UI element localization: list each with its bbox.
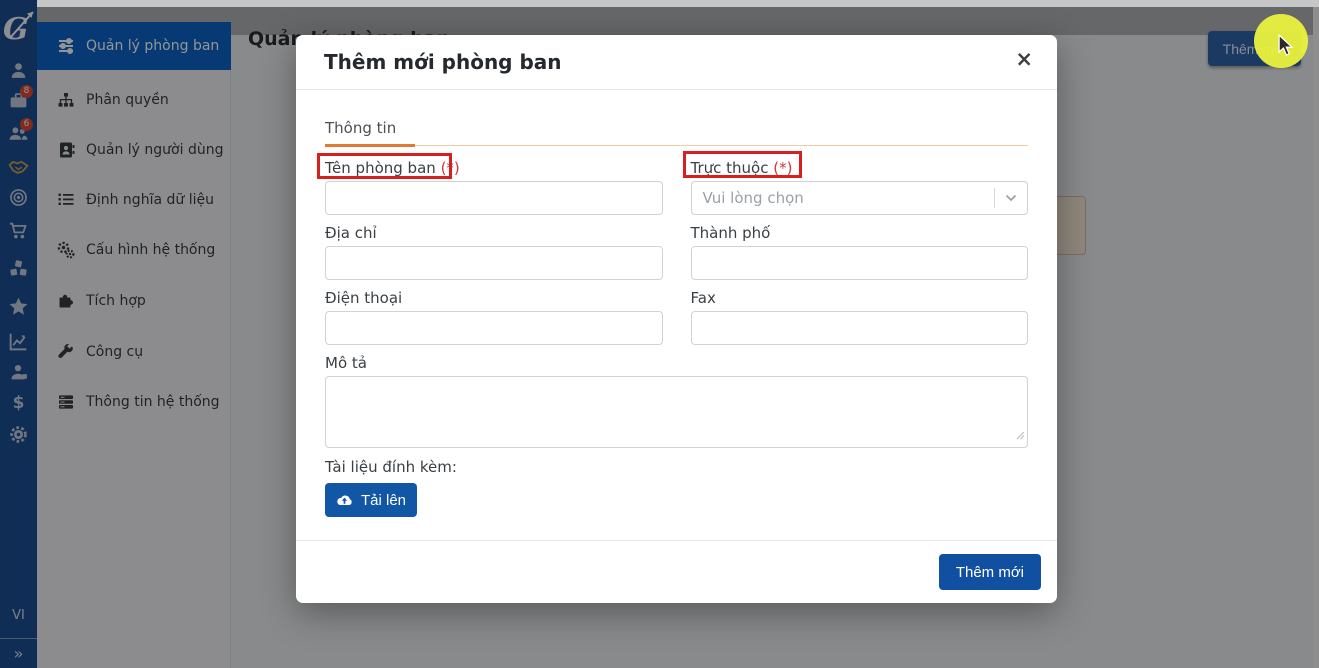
user-tie-icon[interactable] bbox=[8, 362, 29, 383]
truc-thuoc-select[interactable]: Vui lòng chọn bbox=[690, 181, 1028, 215]
field-label-ten-phong-ban: Tên phòng ban (*) bbox=[325, 159, 663, 177]
collapse-sidebar-button[interactable]: » bbox=[13, 644, 24, 663]
sidebar-item-label: Định nghĩa dữ liệu bbox=[86, 192, 214, 208]
badge-count: 6 bbox=[20, 118, 33, 131]
attachment-label: Tài liệu đính kèm: bbox=[325, 458, 457, 476]
top-header-band bbox=[37, 7, 1319, 35]
gear-icon[interactable] bbox=[8, 424, 29, 445]
field-label-dia-chi: Địa chỉ bbox=[325, 224, 377, 242]
scrollbar[interactable] bbox=[1313, 0, 1319, 668]
sidebar-item-thong-tin-he-thong[interactable]: Thông tin hệ thống bbox=[37, 378, 231, 426]
dien-thoai-input[interactable] bbox=[325, 311, 663, 345]
handshake-icon[interactable] bbox=[8, 156, 29, 177]
submit-button[interactable]: Thêm mới bbox=[938, 554, 1041, 590]
bullseye-icon[interactable] bbox=[8, 187, 29, 208]
app-logo[interactable]: G bbox=[0, 4, 37, 58]
sidebar-item-label: Tích hợp bbox=[86, 293, 146, 309]
field-label-truc-thuoc: Trực thuộc (*) bbox=[691, 159, 1029, 177]
modal-title: Thêm mới phòng ban bbox=[324, 50, 562, 74]
user-icon[interactable] bbox=[8, 60, 29, 81]
dollar-icon[interactable]: $ bbox=[12, 393, 25, 413]
modal-footer: Thêm mới bbox=[296, 540, 1057, 603]
sidebar-item-quan-ly-nguoi-dung[interactable]: Quản lý người dùng bbox=[37, 126, 231, 174]
video-top-strip bbox=[37, 0, 1319, 7]
sidebar-item-phan-quyen[interactable]: Phân quyền bbox=[37, 76, 231, 124]
label-text: Tên phòng ban bbox=[325, 159, 436, 177]
icon-rail: G 8 6 bbox=[0, 0, 37, 668]
sidebar-item-label: Phân quyền bbox=[86, 92, 169, 108]
sidebar-item-label: Quản lý phòng ban bbox=[86, 38, 220, 54]
label-text: Trực thuộc bbox=[690, 159, 769, 177]
close-icon[interactable]: × bbox=[1015, 47, 1033, 71]
users-icon[interactable]: 6 bbox=[8, 118, 33, 144]
cart-icon[interactable] bbox=[8, 220, 29, 241]
sitemap-icon bbox=[57, 91, 75, 109]
select-divider bbox=[994, 188, 995, 208]
cloud-upload-icon bbox=[336, 494, 353, 507]
puzzle-icon bbox=[57, 292, 75, 310]
select-placeholder: Vui lòng chọn bbox=[702, 189, 804, 207]
field-label-thanh-pho: Thành phố bbox=[690, 224, 771, 242]
thanh-pho-input[interactable] bbox=[690, 246, 1028, 280]
field-label-dien-thoai: Điện thoại bbox=[325, 289, 403, 307]
required-mark: (*) bbox=[773, 159, 793, 177]
rail-divider bbox=[0, 638, 37, 639]
modal-header: Thêm mới phòng ban bbox=[296, 35, 1057, 90]
sidebar: Quản lý phòng ban Phân quyền Quản lý ngư… bbox=[37, 22, 231, 668]
sidebar-item-label: Công cụ bbox=[86, 344, 144, 360]
address-book-icon bbox=[57, 141, 75, 159]
field-label-mo-ta: Mô tả bbox=[325, 354, 367, 372]
logo-arrow-icon bbox=[9, 11, 34, 39]
mo-ta-textarea[interactable] bbox=[325, 376, 1028, 448]
sidebar-item-cau-hinh-he-thong[interactable]: Cấu hình hệ thống bbox=[37, 226, 231, 274]
chart-line-icon[interactable] bbox=[8, 331, 29, 352]
tab-thong-tin[interactable]: Thông tin bbox=[325, 119, 415, 147]
cogs-icon bbox=[57, 241, 75, 259]
upload-button[interactable]: Tải lên bbox=[325, 483, 417, 517]
fax-input[interactable] bbox=[690, 311, 1028, 345]
sidebar-item-tich-hop[interactable]: Tích hợp bbox=[37, 277, 231, 325]
logo-letter: G bbox=[3, 12, 29, 47]
tab-bar: Thông tin bbox=[325, 118, 1028, 147]
ten-phong-ban-input[interactable] bbox=[325, 181, 663, 215]
mouse-cursor bbox=[1276, 33, 1296, 61]
language-indicator[interactable]: VI bbox=[12, 608, 25, 623]
dia-chi-input[interactable] bbox=[325, 246, 663, 280]
sidebar-item-label: Quản lý người dùng bbox=[86, 142, 224, 158]
list-icon bbox=[57, 191, 75, 209]
modal-body: Thông tin Tên phòng ban (*) Trực thuộc (… bbox=[296, 118, 1057, 517]
sidebar-item-cong-cu[interactable]: Công cụ bbox=[37, 328, 231, 376]
add-department-modal: Thêm mới phòng ban × Thông tin Tên phòng… bbox=[296, 35, 1057, 603]
briefcase-icon[interactable]: 8 bbox=[8, 85, 33, 111]
required-mark: (*) bbox=[440, 159, 460, 177]
sidebar-item-label: Cấu hình hệ thống bbox=[86, 242, 216, 258]
star-icon[interactable] bbox=[8, 296, 29, 317]
department-form: Tên phòng ban (*) Trực thuộc (*) Vui lòn… bbox=[325, 159, 1028, 517]
server-icon bbox=[57, 393, 75, 411]
badge-count: 8 bbox=[20, 85, 33, 98]
sliders-icon bbox=[57, 37, 75, 55]
resize-handle[interactable] bbox=[1016, 425, 1025, 444]
upload-button-label: Tải lên bbox=[360, 491, 407, 509]
wrench-icon bbox=[57, 343, 75, 361]
cubes-icon[interactable] bbox=[8, 258, 29, 279]
sidebar-item-dinh-nghia-du-lieu[interactable]: Định nghĩa dữ liệu bbox=[37, 176, 231, 224]
field-label-fax: Fax bbox=[690, 289, 716, 307]
sidebar-item-quan-ly-phong-ban[interactable]: Quản lý phòng ban bbox=[37, 22, 231, 70]
sidebar-item-label: Thông tin hệ thống bbox=[86, 394, 220, 410]
chevron-down-icon bbox=[1005, 194, 1017, 202]
